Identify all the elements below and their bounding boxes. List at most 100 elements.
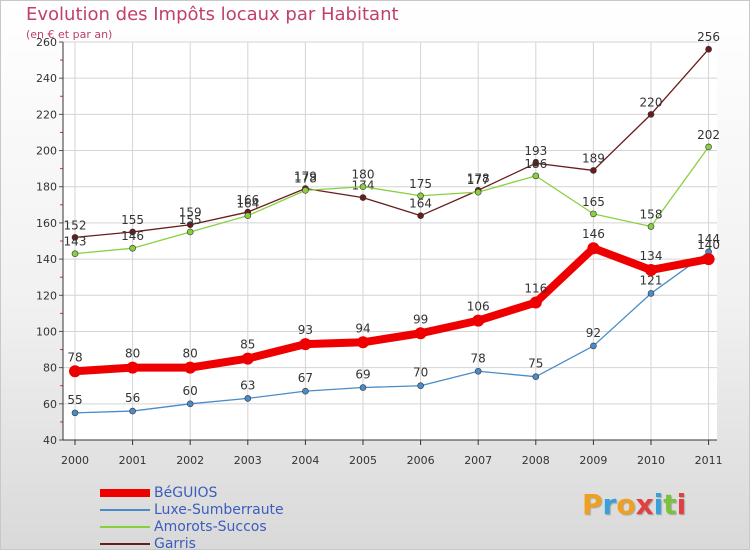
x-tick-label: 2009	[579, 454, 607, 467]
logo-letter: x	[635, 488, 654, 521]
data-label: 134	[640, 249, 663, 263]
data-label: 146	[582, 227, 605, 241]
data-point	[359, 194, 367, 201]
data-point	[705, 45, 712, 53]
data-point	[129, 407, 136, 415]
x-tick-label: 2003	[234, 454, 262, 467]
data-label: 159	[179, 206, 202, 220]
data-label: 144	[697, 232, 720, 246]
data-point	[302, 387, 309, 395]
plot-area	[63, 42, 717, 440]
data-label: 220	[640, 95, 663, 109]
data-point	[357, 336, 369, 349]
data-label: 164	[409, 197, 432, 211]
data-point	[69, 365, 81, 378]
data-point	[71, 234, 79, 241]
data-label: 67	[298, 371, 313, 385]
series-line-amorots-succos	[74, 146, 710, 255]
data-label: 164	[236, 197, 259, 211]
data-point	[302, 187, 309, 194]
logo-letter: t	[663, 488, 677, 521]
x-tick-label: 2000	[61, 454, 89, 467]
data-point	[126, 361, 139, 374]
data-point	[529, 296, 542, 309]
chart-subtitle: (en € et par an)	[26, 28, 113, 41]
data-label: 63	[240, 378, 255, 392]
data-label: 175	[409, 177, 432, 191]
data-label: 93	[298, 323, 313, 337]
data-point	[129, 228, 136, 236]
data-point	[417, 212, 424, 219]
data-label: 166	[236, 193, 259, 207]
data-point	[186, 228, 194, 236]
data-label: 78	[471, 351, 486, 365]
data-label: 60	[183, 384, 198, 398]
data-point	[299, 338, 312, 351]
data-point	[417, 192, 424, 200]
logo-letter: o	[616, 488, 636, 521]
data-point	[184, 361, 197, 374]
data-point	[590, 342, 597, 350]
logo-letter: i	[676, 488, 687, 521]
x-tick-label: 2008	[522, 454, 550, 467]
logo-letter: i	[653, 488, 664, 521]
data-point	[244, 212, 252, 219]
data-point	[647, 111, 655, 118]
legend-swatch	[100, 525, 150, 528]
legend-swatch	[100, 508, 150, 511]
x-tick-label: 2002	[176, 454, 204, 467]
y-tick-label: 140	[36, 253, 57, 266]
y-tick-label: 80	[43, 362, 57, 375]
data-point	[417, 382, 424, 390]
x-tick-label: 2001	[119, 454, 147, 467]
y-tick-label: 120	[36, 289, 57, 302]
data-label: 165	[582, 195, 605, 209]
data-point	[645, 263, 657, 276]
x-tick-label: 2006	[407, 454, 435, 467]
data-point	[414, 327, 427, 340]
legend-swatch	[100, 542, 150, 545]
data-point	[532, 172, 540, 180]
data-label: 92	[586, 326, 601, 340]
x-tick-label: 2010	[637, 454, 665, 467]
data-point	[532, 373, 540, 380]
x-tick-label: 2011	[695, 454, 723, 467]
data-label: 178	[467, 171, 490, 185]
chart-legend: BéGUIOS Luxe-Sumberraute Amorots-Succos Gar…	[100, 484, 284, 552]
data-point	[129, 244, 136, 252]
data-label: 80	[125, 347, 140, 361]
data-label: 178	[294, 171, 317, 185]
y-tick-label: 40	[43, 434, 57, 447]
data-point	[244, 395, 252, 402]
x-tick-label: 2007	[464, 454, 492, 467]
data-label: 143	[64, 235, 87, 249]
legend-label: Garris	[154, 535, 196, 552]
data-point	[647, 290, 655, 297]
data-label: 146	[121, 229, 144, 243]
data-point	[590, 210, 597, 218]
legend-label: BéGUIOS	[154, 484, 218, 501]
y-tick-label: 100	[36, 325, 57, 338]
data-label: 158	[640, 208, 663, 222]
data-label: 189	[582, 151, 605, 165]
data-point	[587, 242, 600, 255]
data-label: 99	[413, 312, 428, 326]
data-point	[186, 221, 194, 229]
legend-item: Amorots-Succos	[100, 518, 284, 535]
y-tick-label: 240	[36, 72, 57, 85]
data-point	[474, 367, 482, 375]
data-label: 121	[640, 273, 663, 287]
data-point	[71, 409, 79, 417]
data-label: 193	[524, 144, 547, 158]
y-tick-label: 260	[36, 36, 57, 49]
y-tick-label: 60	[43, 398, 57, 411]
data-point	[702, 253, 715, 266]
data-point	[186, 400, 194, 408]
data-label: 55	[67, 393, 82, 407]
data-label: 56	[125, 391, 140, 405]
logo-letter: r	[602, 488, 617, 521]
data-label: 155	[179, 213, 202, 227]
data-point	[71, 250, 79, 257]
legend-item: Luxe-Sumberraute	[100, 501, 284, 518]
logo-letter: P	[582, 488, 603, 521]
